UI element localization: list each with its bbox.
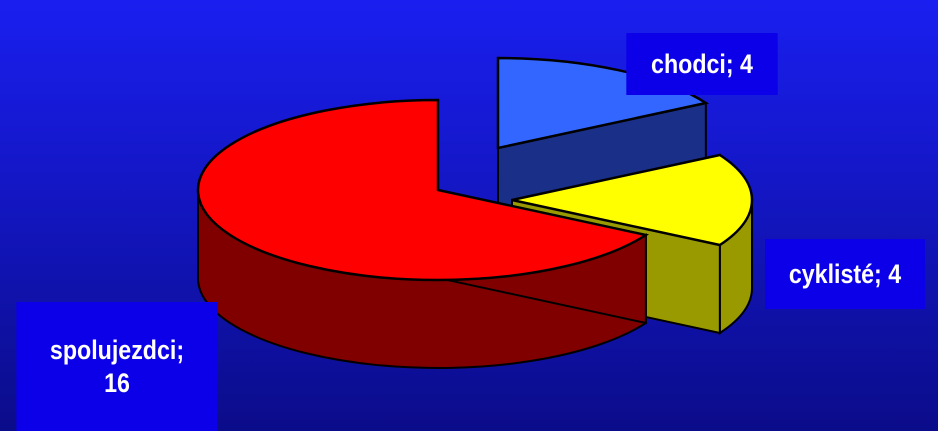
slice-label-spolujezdci-line2: 16 bbox=[104, 367, 130, 398]
slice-top-spolujezdci bbox=[196, 98, 650, 282]
slice-label-chodci-text: chodci; 4 bbox=[651, 48, 753, 79]
slice-label-spolujezdci: spolujezdci; 16 bbox=[16, 302, 218, 431]
slice-top-cykliste bbox=[511, 153, 754, 247]
slice-label-chodci: chodci; 4 bbox=[626, 33, 778, 95]
slice-label-cykliste: cyklisté; 4 bbox=[765, 239, 925, 309]
slice-label-spolujezdci-line1: spolujezdci; bbox=[49, 334, 185, 365]
slice-label-cykliste-text: cyklisté; 4 bbox=[788, 258, 902, 289]
